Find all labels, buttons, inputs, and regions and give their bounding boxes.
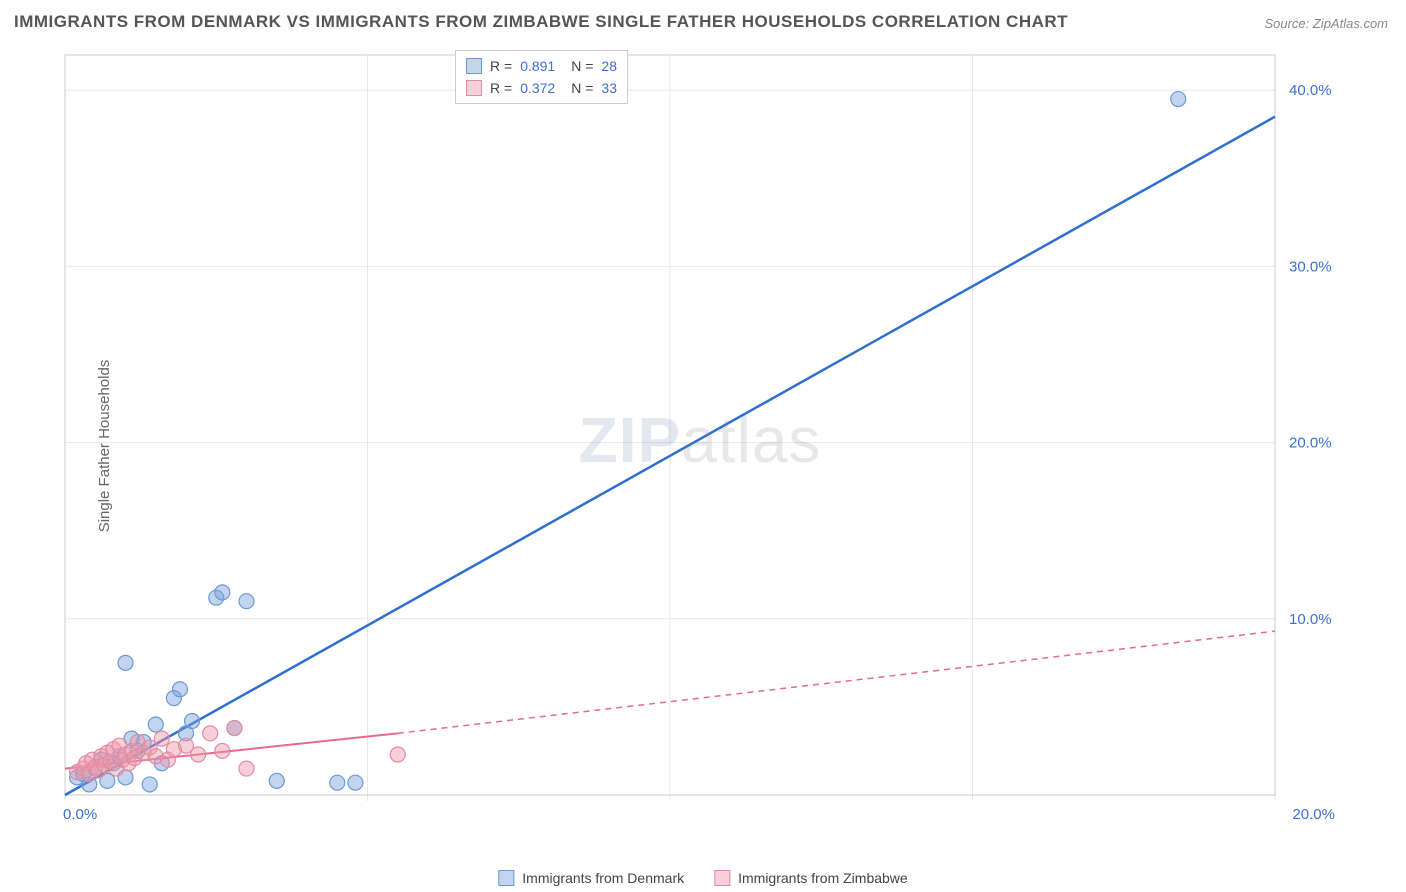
stats-n-label: N =	[571, 77, 593, 99]
stats-n-label: N =	[571, 55, 593, 77]
stats-swatch	[466, 58, 482, 74]
legend-label-denmark: Immigrants from Denmark	[522, 870, 684, 886]
legend-label-zimbabwe: Immigrants from Zimbabwe	[738, 870, 908, 886]
chart-svg: 10.0% 20.0% 30.0% 40.0% 0.0% 20.0%	[55, 45, 1345, 835]
legend-swatch-denmark	[498, 870, 514, 886]
stats-r-value: 0.372	[520, 77, 555, 99]
stats-row: R = 0.891 N = 28	[466, 55, 617, 77]
stats-swatch	[466, 80, 482, 96]
svg-text:20.0%: 20.0%	[1289, 435, 1332, 452]
svg-text:0.0%: 0.0%	[63, 806, 97, 823]
chart-title: IMMIGRANTS FROM DENMARK VS IMMIGRANTS FR…	[14, 12, 1068, 32]
legend-item-zimbabwe: Immigrants from Zimbabwe	[714, 870, 908, 886]
x-axis-legend: Immigrants from Denmark Immigrants from …	[498, 870, 907, 886]
correlation-stats-box: R = 0.891 N = 28 R = 0.372 N = 33	[455, 50, 628, 104]
svg-text:10.0%: 10.0%	[1289, 611, 1332, 628]
source-label: Source: ZipAtlas.com	[1264, 16, 1388, 31]
stats-n-value: 33	[601, 77, 617, 99]
stats-row: R = 0.372 N = 33	[466, 77, 617, 99]
legend-swatch-zimbabwe	[714, 870, 730, 886]
svg-text:20.0%: 20.0%	[1292, 806, 1335, 823]
chart-plot-area: ZIPatlas 10.0%20.0%30.0%40.0%0.0%20.0%	[55, 45, 1345, 835]
svg-text:40.0%: 40.0%	[1289, 82, 1332, 99]
stats-r-label: R =	[490, 55, 512, 77]
svg-text:30.0%: 30.0%	[1289, 258, 1332, 275]
stats-r-label: R =	[490, 77, 512, 99]
stats-n-value: 28	[601, 55, 617, 77]
stats-r-value: 0.891	[520, 55, 555, 77]
legend-item-denmark: Immigrants from Denmark	[498, 870, 684, 886]
